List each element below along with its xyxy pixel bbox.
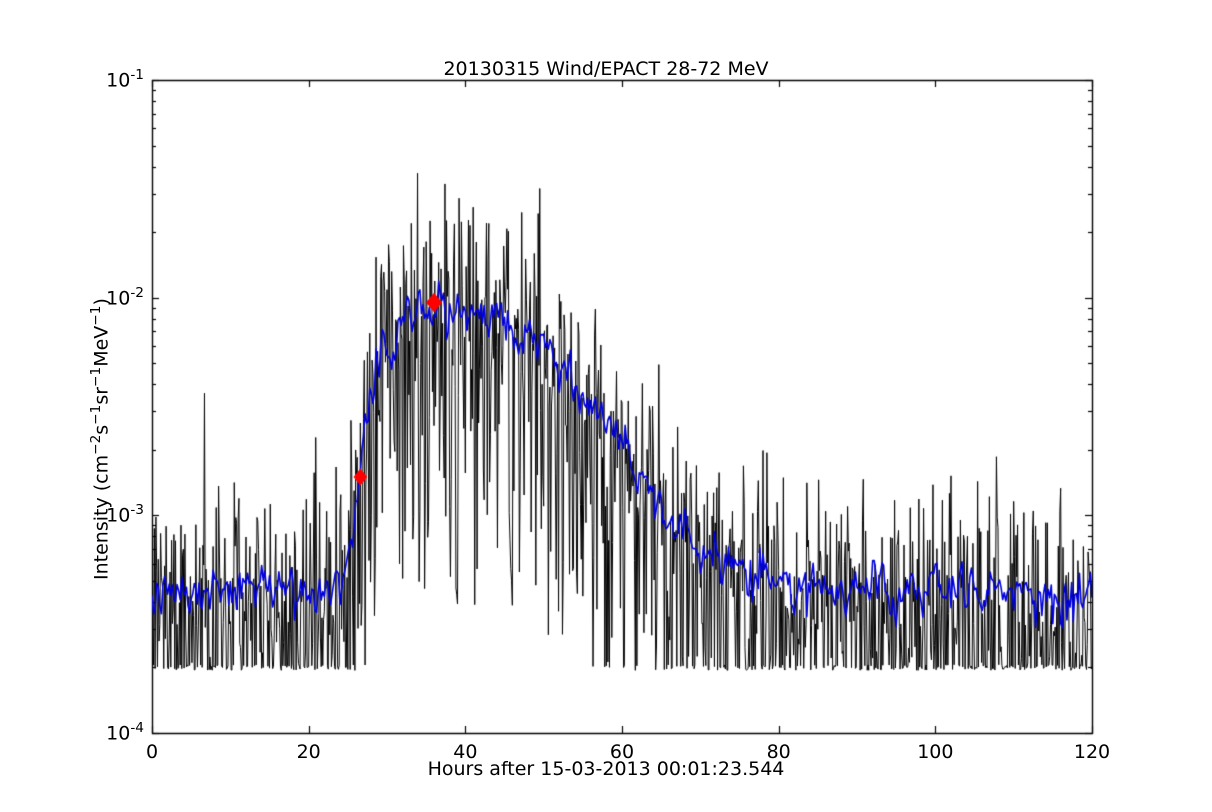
y-tick-exponent: -3 bbox=[130, 502, 144, 519]
y-tick-exponent: -1 bbox=[130, 67, 144, 83]
y-tick-label: 10-4 bbox=[84, 720, 144, 744]
y-tick-label: 10-1 bbox=[84, 67, 144, 91]
y-tick-exponent: -2 bbox=[130, 284, 144, 301]
x-axis-label: Hours after 15-03-2013 00:01:23.544 bbox=[427, 758, 785, 780]
y-tick-mantissa: 10 bbox=[106, 69, 131, 92]
y-tick-mantissa: 10 bbox=[106, 722, 131, 745]
y-axis-exponent-3: −1 bbox=[88, 366, 104, 387]
x-tick-label: 40 bbox=[453, 741, 478, 763]
y-tick-label: 10-2 bbox=[84, 285, 144, 309]
y-axis-label: Intensity (cm−2s−1sr−1MeV−1) bbox=[88, 298, 112, 580]
x-tick-label: 80 bbox=[766, 741, 791, 763]
y-axis-unit-3: MeV bbox=[90, 325, 113, 367]
x-tick-label: 60 bbox=[609, 741, 635, 763]
x-tick-label: 120 bbox=[1073, 741, 1111, 763]
y-axis-unit-1: s bbox=[90, 424, 113, 435]
y-tick-mantissa: 10 bbox=[106, 504, 131, 527]
y-tick-mantissa: 10 bbox=[106, 286, 131, 309]
y-axis-exponent-1: −2 bbox=[88, 434, 104, 455]
chart-title: 20130315 Wind/EPACT 28-72 MeV bbox=[443, 58, 769, 80]
y-tick-label: 10-3 bbox=[84, 502, 144, 526]
x-tick-label: 0 bbox=[145, 741, 159, 763]
y-tick-exponent: -4 bbox=[130, 720, 144, 736]
y-axis-exponent-2: −1 bbox=[88, 404, 104, 425]
y-axis-unit-2: sr bbox=[90, 386, 113, 405]
x-tick-label: 100 bbox=[917, 741, 954, 763]
x-tick-label: 20 bbox=[296, 741, 321, 763]
